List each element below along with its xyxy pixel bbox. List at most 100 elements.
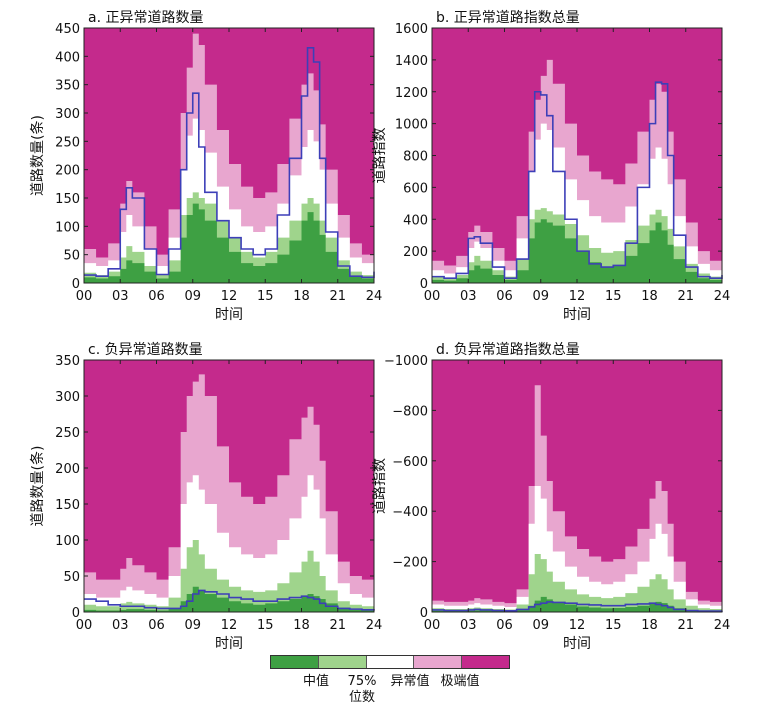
x-tick-label: 21: [329, 618, 346, 633]
x-tick-label: 06: [496, 618, 513, 633]
x-tick-label: 09: [532, 289, 549, 304]
x-tick-label: 03: [460, 618, 477, 633]
y-tick-label: 1600: [395, 22, 428, 37]
x-tick-label: 24: [366, 289, 383, 304]
x-tick-label: 12: [221, 289, 238, 304]
panel-c: 0 50 100 150 200 250 300 350 00 03 06 09 12 15 18 21 24 c…: [29, 342, 382, 652]
x-tick-label: 18: [641, 618, 658, 633]
y-axis-label: 道路指数: [372, 128, 388, 184]
x-tick-label: 03: [112, 289, 129, 304]
legend-labels: 中值 75% 位数 异常值 极端值: [270, 674, 510, 714]
y-tick-label: −200: [392, 556, 428, 571]
y-tick-label: 1200: [395, 86, 428, 101]
legend-label-p75: 75% 位数: [347, 674, 377, 705]
legend-swatch-median: [271, 656, 319, 668]
x-tick-label: 21: [677, 289, 694, 304]
y-axis-label: 道路数量(条): [29, 446, 46, 527]
legend-label-extreme: 极端值: [440, 674, 480, 689]
y-tick-label: −1000: [384, 354, 428, 369]
x-tick-label: 00: [424, 289, 441, 304]
y-tick-label: 200: [403, 245, 428, 260]
panel-d: 0 −200 −400 −600 −800 −1000 00 03 06 09 12 15 18 21 24…: [372, 342, 730, 652]
abnormal-road-line: [432, 81, 723, 280]
y-tick-label: −400: [392, 505, 428, 520]
x-tick-label: 15: [257, 289, 274, 304]
y-tick-label: −800: [392, 404, 428, 419]
legend-swatch-extreme-band: [414, 656, 463, 668]
x-axis-label: 时间: [563, 307, 591, 323]
y-tick-label: −600: [392, 455, 428, 470]
panel-title: b. 正异常道路指数总量: [436, 10, 580, 26]
x-tick-label: 03: [112, 618, 129, 633]
x-tick-label: 09: [184, 289, 201, 304]
y-tick-label: 250: [55, 135, 80, 150]
x-tick-label: 24: [366, 618, 383, 633]
y-tick-label: 50: [63, 570, 80, 585]
x-tick-label: 21: [329, 289, 346, 304]
legend-swatch-p75: [318, 656, 367, 668]
legend-swatch-extreme: [462, 656, 509, 668]
y-axis-label: 道路指数: [372, 458, 388, 514]
y-tick-label: 0: [420, 606, 428, 621]
abnormal-road-line: [84, 589, 375, 611]
x-tick-label: 06: [496, 289, 513, 304]
y-tick-label: 150: [55, 192, 80, 207]
y-tick-label: 1000: [395, 118, 428, 133]
y-tick-label: 100: [55, 220, 80, 235]
y-tick-label: 300: [55, 390, 80, 405]
panel-a: 0 50 100 150 200 250 300 350 400 450 00 03 06 09 12 15 1…: [29, 10, 382, 323]
x-tick-label: 09: [184, 618, 201, 633]
x-tick-label: 09: [532, 618, 549, 633]
y-tick-label: 400: [55, 50, 80, 65]
y-tick-label: 1400: [395, 54, 428, 69]
x-tick-label: 12: [221, 618, 238, 633]
x-tick-label: 18: [641, 289, 658, 304]
y-tick-label: 600: [403, 181, 428, 196]
x-tick-label: 06: [148, 618, 165, 633]
y-tick-label: 800: [403, 150, 428, 165]
abnormal-road-line: [84, 47, 375, 279]
x-tick-label: 21: [677, 618, 694, 633]
x-axis-label: 时间: [215, 307, 243, 323]
x-tick-label: 00: [76, 289, 93, 304]
y-axis-label: 道路数量(条): [29, 115, 46, 196]
median-area: [84, 586, 374, 612]
y-tick-label: 400: [403, 213, 428, 228]
x-tick-label: 12: [569, 618, 586, 633]
y-tick-label: 200: [55, 462, 80, 477]
x-tick-label: 12: [569, 289, 586, 304]
abnormal-road-line: [432, 601, 723, 612]
x-tick-label: 06: [148, 289, 165, 304]
p75-area: [84, 540, 374, 612]
y-tick-label: 0: [72, 606, 80, 621]
panel-title: d. 负异常道路指数总量: [436, 342, 580, 358]
x-axis-label: 时间: [563, 636, 591, 652]
y-tick-label: 250: [55, 426, 80, 441]
y-tick-label: 450: [55, 22, 80, 37]
median-area: [84, 203, 374, 283]
y-tick-label: 0: [420, 277, 428, 292]
p75-area: [432, 554, 722, 612]
x-tick-label: 00: [424, 618, 441, 633]
x-axis-label: 时间: [215, 636, 243, 652]
y-tick-label: 300: [55, 107, 80, 122]
y-tick-label: 100: [55, 534, 80, 549]
y-tick-label: 150: [55, 498, 80, 513]
y-tick-label: 200: [55, 164, 80, 179]
y-tick-label: 0: [72, 277, 80, 292]
x-tick-label: 15: [257, 618, 274, 633]
x-tick-label: 15: [605, 289, 622, 304]
x-tick-label: 00: [76, 618, 93, 633]
x-tick-label: 15: [605, 618, 622, 633]
x-tick-label: 24: [714, 289, 731, 304]
y-tick-label: 350: [55, 79, 80, 94]
legend-label-abnormal: 异常值: [390, 674, 430, 689]
y-tick-label: 50: [63, 249, 80, 264]
x-tick-label: 24: [714, 618, 731, 633]
x-tick-label: 18: [293, 618, 310, 633]
legend-swatch-abnormal: [366, 656, 415, 668]
panel-b: 0 200 400 600 800 1000 1200 1400 1600 00 03 06 09 12 1…: [372, 10, 730, 323]
panel-title: a. 正异常道路数量: [88, 10, 203, 26]
panel-title: c. 负异常道路数量: [88, 342, 203, 358]
